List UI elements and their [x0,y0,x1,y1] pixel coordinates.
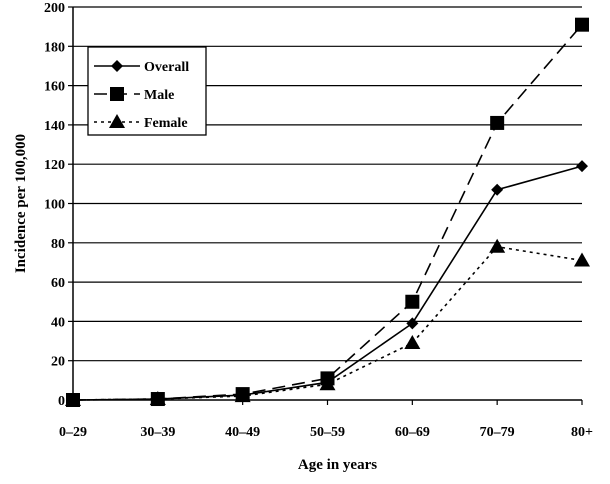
y-tick-label: 0 [58,394,65,409]
data-point-female [404,335,421,350]
data-point-female [574,252,590,267]
y-tick-label: 120 [44,158,65,173]
data-point-female [149,391,166,406]
legend-item-male: Male [94,87,174,103]
x-axis-title: Age in years [298,457,377,473]
y-tick-label: 80 [51,237,65,252]
y-tick-label: 200 [44,1,65,16]
series-line-overall [72,165,583,401]
legend-marker-female [109,114,125,128]
y-tick-labels: 0 20 40 60 80 100 120 140 160 180 200 [44,1,65,409]
legend-box [87,46,207,136]
x-tick-label: 80+ [571,425,593,440]
legend-label-overall: Overall [144,60,189,75]
data-point-male [405,294,420,309]
data-point-female [489,238,506,253]
series-overall [67,160,588,406]
data-point-overall [576,160,588,173]
legend-marker-male [110,87,124,101]
data-point-male [490,115,505,130]
x-tick-labels: 0–29 30–39 40–49 50–59 60–69 70–79 80+ [59,425,593,440]
y-axis-title: Incidence per 100,000 [13,134,29,273]
data-point-overall [406,317,419,330]
y-tick-label: 60 [51,276,65,291]
x-tick-label: 50–59 [310,425,345,440]
y-tick-label: 40 [51,315,65,330]
legend-item-female: Female [94,114,188,131]
y-tick-label: 180 [44,40,65,55]
y-tick-label: 160 [44,80,65,95]
data-point-female [234,388,251,403]
data-point-female [319,376,336,391]
legend-marker-overall [111,60,123,72]
legend-label-male: Male [144,88,174,103]
x-tick-label: 70–79 [480,425,515,440]
data-point-overall [491,183,504,196]
data-point-female [65,392,81,406]
y-tick-label: 20 [51,355,65,370]
legend: Overall Male Female [87,46,207,136]
x-tick-label: 30–39 [140,425,175,440]
legend-label-female: Female [144,116,188,131]
x-tick-label: 0–29 [59,425,87,440]
y-tick-label: 140 [44,119,65,134]
y-tick-label: 100 [44,198,65,213]
series-female [65,238,590,406]
x-tick-label: 40–49 [225,425,260,440]
x-tick-label: 60–69 [395,425,430,440]
series [65,17,590,407]
legend-item-overall: Overall [94,60,189,75]
data-point-male [575,17,589,32]
